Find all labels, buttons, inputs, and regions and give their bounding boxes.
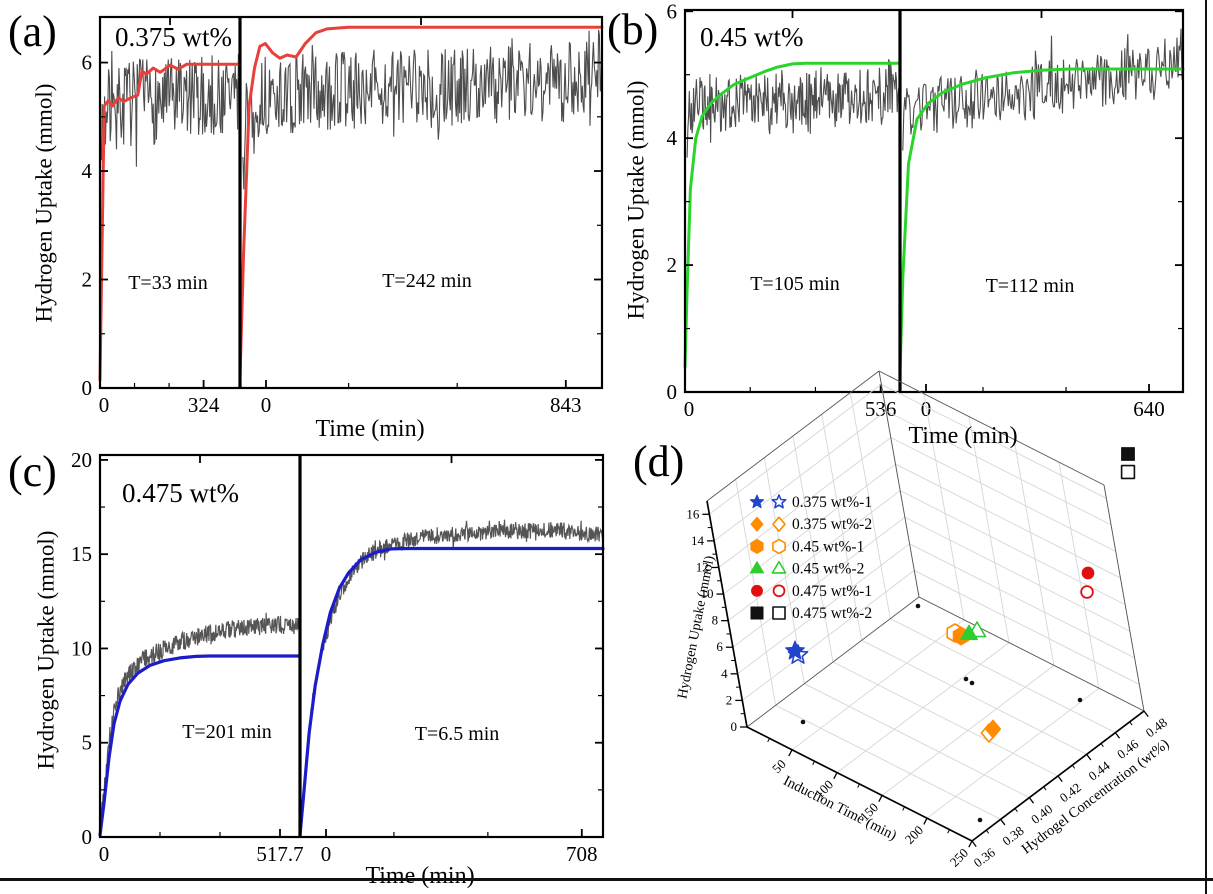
svg-text:324: 324 bbox=[188, 393, 220, 417]
panel-b-annotation-2: T=112 min bbox=[985, 275, 1075, 297]
panel-b-letter: (b) bbox=[607, 5, 659, 54]
panel-b-annotation-1: T=105 min bbox=[750, 273, 840, 295]
svg-text:536: 536 bbox=[865, 397, 897, 421]
svg-text:6: 6 bbox=[667, 0, 678, 23]
svg-text:0.36: 0.36 bbox=[971, 844, 999, 870]
svg-text:0: 0 bbox=[99, 393, 110, 417]
svg-text:5: 5 bbox=[82, 731, 93, 755]
svg-text:15: 15 bbox=[71, 542, 92, 566]
svg-text:0.45 wt%-2: 0.45 wt%-2 bbox=[792, 561, 864, 578]
svg-text:0.45 wt%-1: 0.45 wt%-1 bbox=[792, 538, 864, 555]
svg-text:10: 10 bbox=[71, 636, 92, 660]
svg-text:250: 250 bbox=[947, 845, 971, 869]
svg-text:16: 16 bbox=[686, 506, 700, 521]
svg-text:0.375 wt%-1: 0.375 wt%-1 bbox=[792, 494, 872, 511]
panel-b-xaxis-label: Time (min) bbox=[908, 423, 1018, 449]
panel-b-yaxis-label: Hydrogen Uptake (mmol) bbox=[623, 80, 649, 320]
panel-a-annotation-1: T=33 min bbox=[128, 272, 208, 294]
svg-text:0: 0 bbox=[731, 719, 738, 734]
svg-text:4: 4 bbox=[667, 126, 678, 150]
svg-text:4: 4 bbox=[82, 159, 93, 183]
svg-text:2: 2 bbox=[667, 253, 678, 277]
svg-text:50: 50 bbox=[769, 756, 789, 776]
panel-c: 0 5 10 15 20 0 517.7 0 708 bbox=[71, 448, 605, 866]
panel-c-annotation-1: T=201 min bbox=[182, 721, 272, 743]
panel-c-yaxis-label: Hydrogen Uptake (mmol) bbox=[33, 530, 59, 770]
svg-text:708: 708 bbox=[566, 842, 598, 866]
svg-text:517.7: 517.7 bbox=[256, 842, 303, 866]
panel-d-yaxis-label: Hydrogel Concentration (wt%) bbox=[1019, 736, 1173, 857]
svg-text:2: 2 bbox=[82, 268, 93, 292]
svg-text:0.475 wt%-2: 0.475 wt%-2 bbox=[792, 605, 872, 622]
panel-a-yaxis-label: Hydrogen Uptake (mmol) bbox=[31, 83, 57, 323]
svg-text:2: 2 bbox=[726, 692, 733, 707]
panel-c-letter: (c) bbox=[8, 447, 57, 496]
figure-border-bottom bbox=[0, 878, 1213, 881]
svg-text:0: 0 bbox=[684, 397, 695, 421]
panel-b-title: 0.45 wt% bbox=[700, 22, 804, 52]
svg-text:0.48: 0.48 bbox=[1143, 715, 1170, 741]
panel-c-title: 0.475 wt% bbox=[122, 478, 239, 508]
svg-text:0: 0 bbox=[667, 380, 678, 404]
svg-text:0: 0 bbox=[99, 842, 110, 866]
svg-text:4: 4 bbox=[721, 666, 728, 681]
panel-d-legend: 0.375 wt%-1 0.375 wt%-2 0.45 wt%-1 0.45 wt%… bbox=[749, 494, 872, 622]
panel-a-xaxis-label: Time (min) bbox=[315, 416, 425, 442]
svg-text:12: 12 bbox=[696, 559, 709, 574]
panel-a-letter: (a) bbox=[8, 7, 57, 56]
svg-text:843: 843 bbox=[550, 393, 582, 417]
svg-text:0: 0 bbox=[261, 393, 272, 417]
panel-b: 0 2 4 6 0 536 0 640 bbox=[667, 0, 1185, 421]
panel-a: 0 2 4 6 0 324 0 843 bbox=[82, 15, 604, 417]
svg-text:0: 0 bbox=[82, 376, 93, 400]
svg-text:0: 0 bbox=[921, 397, 932, 421]
svg-text:0: 0 bbox=[82, 825, 93, 849]
panel-d-letter: (d) bbox=[633, 437, 685, 486]
svg-text:6: 6 bbox=[716, 639, 723, 654]
svg-text:640: 640 bbox=[1133, 397, 1165, 421]
panel-a-title: 0.375 wt% bbox=[115, 22, 232, 52]
panel-d-xaxis-label: Induction Time (min) bbox=[781, 773, 900, 844]
svg-text:0.375 wt%-2: 0.375 wt%-2 bbox=[792, 516, 872, 533]
svg-text:0.475 wt%-1: 0.475 wt%-1 bbox=[792, 583, 872, 600]
panel-c-annotation-2: T=6.5 min bbox=[414, 723, 500, 745]
panel-a-annotation-2: T=242 min bbox=[382, 270, 472, 292]
panel-c-xaxis-label: Time (min) bbox=[365, 863, 475, 889]
figure-border-right bbox=[1205, 0, 1207, 894]
svg-text:20: 20 bbox=[71, 448, 92, 472]
svg-text:0: 0 bbox=[321, 842, 332, 866]
svg-text:10: 10 bbox=[700, 586, 713, 601]
svg-text:6: 6 bbox=[82, 51, 93, 75]
svg-text:200: 200 bbox=[902, 822, 926, 846]
svg-text:14: 14 bbox=[691, 533, 705, 548]
svg-text:8: 8 bbox=[712, 613, 719, 628]
